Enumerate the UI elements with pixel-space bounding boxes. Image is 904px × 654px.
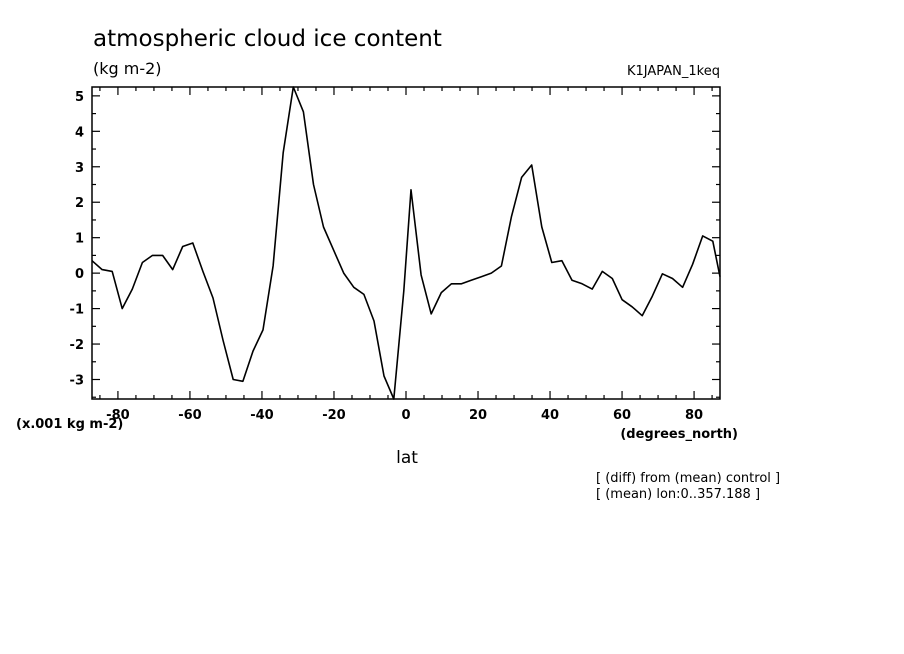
x-tick-label: 80 <box>685 408 703 423</box>
y-tick-label: -2 <box>70 338 84 353</box>
y-tick-label: 1 <box>75 232 84 247</box>
chart-title: atmospheric cloud ice content <box>93 26 442 52</box>
x-tick-label: 0 <box>401 408 410 423</box>
x-tick-label: -80 <box>106 408 130 423</box>
chart-units: (kg m-2) <box>93 59 162 78</box>
y-ticks <box>92 95 720 398</box>
note-diff: [ (diff) from (mean) control ] <box>596 471 780 486</box>
y-tick-label: 2 <box>75 196 84 211</box>
x-tick-label: -20 <box>322 408 346 423</box>
x-units-label: (degrees_north) <box>620 427 738 442</box>
x-tick-label: -40 <box>250 408 274 423</box>
x-tick-label: -60 <box>178 408 202 423</box>
y-tick-label: 0 <box>75 267 84 282</box>
plot-frame <box>91 86 721 400</box>
y-tick-label: -3 <box>70 374 84 389</box>
tick-labels: -3 -2 -1 0 1 2 3 4 5 -80 -60 -40 -20 0 20 40 60 80 <box>70 90 704 423</box>
y-tick-label: 4 <box>75 125 84 140</box>
note-mean-lon: [ (mean) lon:0..357.188 ] <box>596 487 760 502</box>
x-tick-label: 40 <box>541 408 559 423</box>
series-line <box>91 86 721 400</box>
x-tick-label: 60 <box>613 408 631 423</box>
x-axis-label: lat <box>396 448 418 468</box>
y-tick-label: 3 <box>75 161 84 176</box>
y-tick-label: -1 <box>70 303 84 318</box>
run-label: K1JAPAN_1keq <box>627 64 720 79</box>
y-tick-label: 5 <box>75 90 84 105</box>
y-scale-label: (x.001 kg m-2) <box>16 417 123 432</box>
x-tick-label: 20 <box>469 408 487 423</box>
